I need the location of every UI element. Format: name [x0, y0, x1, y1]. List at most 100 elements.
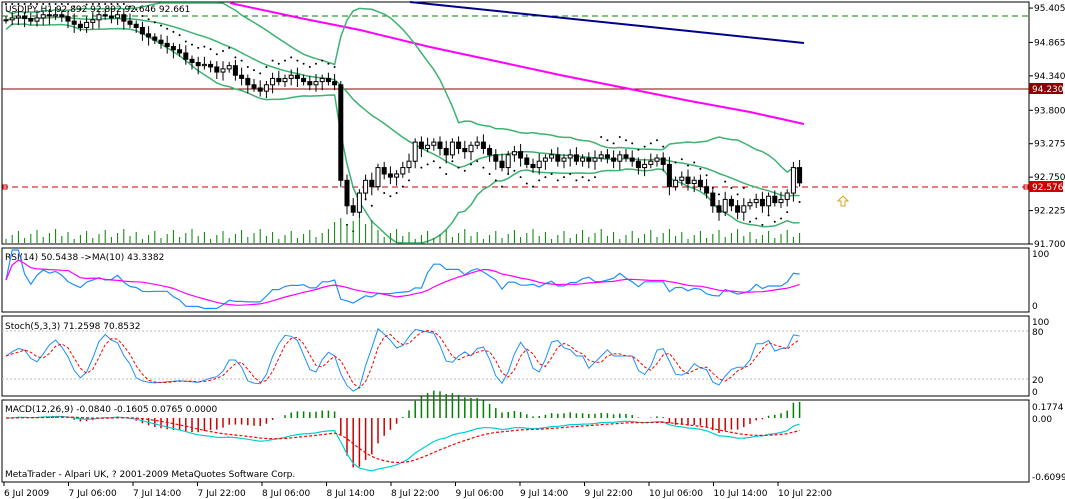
- resistance-price-tag: [1029, 83, 1063, 94]
- sar-dot: [488, 172, 491, 175]
- sar-dot: [116, 3, 119, 5]
- candle-body: [356, 192, 362, 213]
- sar-dot: [742, 186, 745, 189]
- sar-dot: [786, 211, 789, 214]
- rsi-panel-frame[interactable]: [1, 247, 1030, 313]
- sar-dot: [519, 176, 522, 179]
- sar-dot: [302, 62, 305, 65]
- time-tick-label: 9 Jul 14:00: [520, 489, 569, 499]
- up-arrow-icon[interactable]: [836, 195, 850, 207]
- candle-body: [716, 205, 722, 213]
- candle-body: [294, 74, 300, 79]
- sar-dot: [129, 5, 131, 8]
- candle-body: [332, 81, 338, 86]
- sar-dot: [17, 3, 20, 5]
- sar-dot: [153, 21, 156, 24]
- sar-dot: [209, 48, 212, 51]
- sar-dot: [259, 72, 262, 75]
- sar-dot: [507, 172, 510, 175]
- sar-dot: [178, 34, 181, 37]
- sar-dot: [637, 148, 640, 151]
- candle-body: [673, 179, 679, 188]
- main-panel-frame[interactable]: [1, 1, 1030, 245]
- sar-dot: [538, 179, 541, 182]
- candle-body: [660, 157, 666, 165]
- candle-body: [449, 141, 455, 156]
- sar-dot: [383, 192, 386, 195]
- sar-dot: [612, 142, 615, 145]
- macd-scale-bottom: -0.6099: [1032, 473, 1065, 483]
- sar-dot: [445, 172, 448, 175]
- sar-dot: [439, 166, 441, 169]
- time-axis: 6 Jul 2009 7 Jul 06:00 7 Jul 14:00 7 Jul 22…: [3, 482, 832, 499]
- candle-body: [189, 58, 195, 63]
- sar-dot: [699, 167, 702, 170]
- candle-body: [313, 81, 319, 86]
- candle-body: [474, 141, 480, 146]
- candle-body: [77, 23, 83, 28]
- candle-body: [115, 14, 121, 19]
- candle-body: [704, 186, 710, 194]
- rsi-header: RSI(14) 50.5438 ->MA(10) 43.3382: [5, 253, 164, 263]
- sar-dot: [631, 142, 634, 145]
- sar-dot: [135, 8, 138, 11]
- candle-body: [431, 141, 437, 146]
- sma-magenta-line: [229, 2, 805, 125]
- sar-dot: [11, 3, 14, 5]
- stoch-header: Stoch(5,3,3) 71.2598 70.8532: [5, 322, 140, 332]
- candle-body: [617, 154, 623, 162]
- stoch-panel-frame[interactable]: [1, 315, 1030, 397]
- candle-body: [325, 77, 331, 83]
- sar-dot: [563, 176, 565, 179]
- sar-dot: [141, 15, 144, 18]
- candle-body: [611, 157, 617, 162]
- candle-body: [549, 154, 555, 159]
- candle-body: [741, 205, 747, 213]
- sar-dot: [290, 56, 293, 59]
- sar-dot: [160, 24, 162, 27]
- sar-dot: [730, 186, 733, 189]
- candle-body: [394, 173, 400, 178]
- sar-dot: [569, 172, 572, 175]
- time-tick-label: 8 Jul 14:00: [327, 489, 376, 499]
- sar-dot: [166, 27, 169, 30]
- price-tick-label: 93.275: [1034, 140, 1065, 150]
- time-tick-label: 6 Jul 2009: [4, 489, 49, 499]
- candle-body: [511, 151, 517, 156]
- time-tick-label: 7 Jul 06:00: [69, 489, 118, 499]
- sar-dot: [773, 220, 776, 223]
- sar-dot: [54, 3, 57, 5]
- time-tick-label: 10 Jul 22:00: [778, 489, 832, 499]
- candle-body: [301, 77, 307, 83]
- candle-body: [679, 176, 685, 181]
- macd-panel-frame[interactable]: [1, 399, 1030, 483]
- candle-body: [462, 147, 468, 153]
- sar-dot: [29, 3, 32, 5]
- sar-dot: [532, 185, 534, 188]
- sar-dot: [618, 136, 621, 139]
- main-header: USDJPY,H1 92.892 92.892 92.646 92.661: [5, 5, 190, 15]
- candle-body: [592, 157, 598, 162]
- sar-dot: [48, 3, 51, 5]
- bb-upper-line: [5, 2, 800, 174]
- time-tick-label: 9 Jul 22:00: [585, 489, 634, 499]
- sar-dot: [656, 139, 658, 142]
- candle-body: [338, 84, 344, 181]
- candle-body: [84, 21, 90, 28]
- candle-body: [71, 20, 77, 25]
- price-tick-label: 93.800: [1034, 106, 1065, 116]
- rsi-scale-bottom: 0: [1032, 302, 1038, 312]
- candle-body: [146, 33, 152, 38]
- sar-dot: [600, 136, 603, 139]
- sar-dot: [172, 30, 175, 33]
- candle-body: [505, 154, 511, 169]
- sar-dot: [587, 179, 590, 182]
- candle-body: [40, 14, 46, 19]
- candle-body: [369, 179, 375, 188]
- sar-dot: [228, 46, 231, 49]
- candle-body: [15, 15, 21, 19]
- candle-body: [759, 198, 765, 207]
- sar-dot: [315, 62, 317, 65]
- candle-body: [753, 198, 759, 204]
- candle-body: [177, 49, 183, 54]
